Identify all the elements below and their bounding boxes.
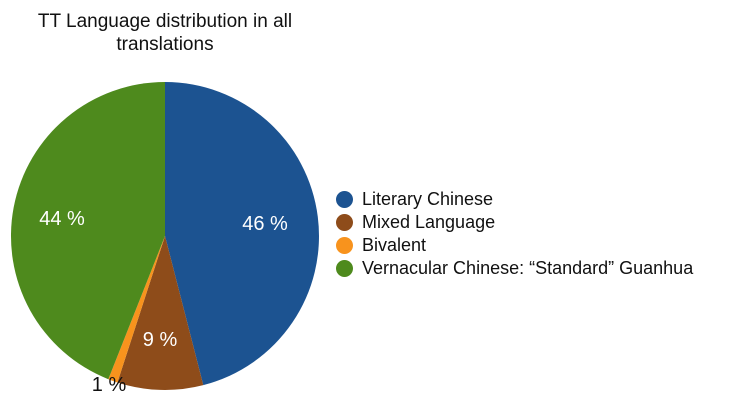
chart-title-line-1: TT Language distribution in all [37,11,293,32]
legend-item: Bivalent [336,234,693,257]
legend-label: Literary Chinese [362,189,494,209]
legend-swatch [336,214,353,231]
legend-swatch [336,260,353,277]
chart-title-line-2: translations [116,34,214,55]
legend-item: Mixed Language [336,211,693,234]
pie-slice-2 [108,236,165,383]
pie-slice-1 [117,236,204,390]
legend-label: Bivalent [362,235,427,255]
pie-slice-0 [165,82,319,386]
pie-slice-3 [10,82,165,380]
pie-slice-label-3: 44 % [39,208,85,230]
legend-item: Vernacular Chinese: “Standard” Guanhua [336,257,693,280]
legend-item: Literary Chinese [336,188,693,211]
pie-slice-label-0: 46 % [242,213,288,235]
legend-label: Mixed Language [362,212,496,232]
pie-slice-label-1: 9 % [143,329,178,351]
legend-label: Vernacular Chinese: “Standard” Guanhua [362,258,694,278]
pie-slice-label-2: 1 % [92,374,127,394]
chart-legend: Literary Chinese Mixed Language Bivalent Ve… [336,188,693,280]
legend-swatch [336,191,353,208]
chart-title: TT Language distribution in all translat… [0,10,330,56]
legend-swatch [336,237,353,254]
